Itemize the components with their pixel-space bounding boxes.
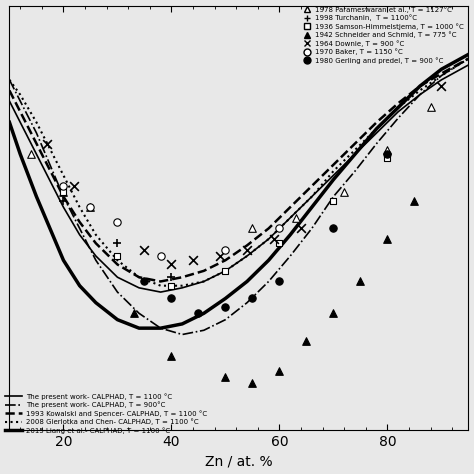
Point: [438, 82, 445, 90]
Point: [383, 146, 391, 154]
Point: [383, 235, 391, 243]
Point: [383, 155, 391, 162]
Point: [276, 239, 283, 247]
Point: [168, 261, 175, 268]
Point: [216, 252, 224, 260]
Legend: The present work- CALPHAD, T = 1100 °C, The present work- CALPHAD, T = 900°C, 19: The present work- CALPHAD, T = 1100 °C, …: [4, 392, 209, 435]
Point: [71, 182, 78, 190]
Point: [340, 189, 348, 196]
X-axis label: Zn / at. %: Zn / at. %: [205, 455, 273, 468]
Point: [383, 150, 391, 158]
Point: [297, 225, 305, 232]
Point: [189, 256, 197, 264]
Point: [356, 278, 364, 285]
Point: [60, 182, 67, 190]
Point: [157, 252, 164, 260]
Point: [168, 282, 175, 290]
Point: [276, 367, 283, 374]
Point: [195, 310, 202, 317]
Point: [60, 189, 67, 196]
Point: [243, 246, 251, 254]
Point: [44, 140, 51, 147]
Point: [87, 203, 94, 211]
Point: [270, 235, 278, 243]
Point: [114, 252, 121, 260]
Point: [276, 278, 283, 285]
Point: [168, 273, 175, 281]
Point: [292, 214, 300, 221]
Point: [27, 150, 35, 158]
Point: [222, 267, 229, 274]
Point: [130, 310, 137, 317]
Point: [141, 246, 148, 254]
Point: [222, 246, 229, 254]
Point: [141, 278, 148, 285]
Point: [302, 337, 310, 345]
Point: [249, 295, 256, 302]
Point: [329, 197, 337, 205]
Point: [329, 225, 337, 232]
Point: [276, 225, 283, 232]
Point: [249, 380, 256, 387]
Point: [168, 295, 175, 302]
Point: [222, 303, 229, 311]
Point: [329, 310, 337, 317]
Point: [410, 197, 418, 205]
Point: [168, 352, 175, 360]
Point: [222, 373, 229, 381]
Point: [114, 239, 121, 247]
Point: [60, 189, 67, 196]
Point: [249, 225, 256, 232]
Point: [427, 104, 435, 111]
Point: [114, 218, 121, 226]
Point: [60, 197, 67, 205]
Point: [87, 203, 94, 211]
